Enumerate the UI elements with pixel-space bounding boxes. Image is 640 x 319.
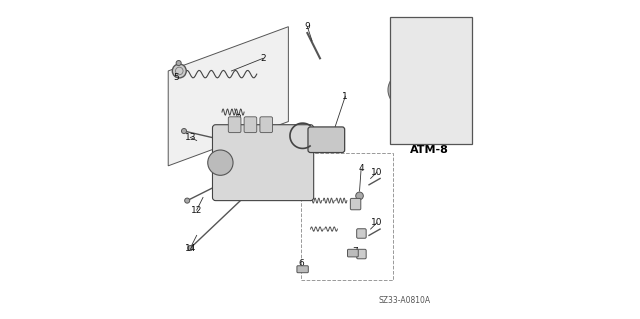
Circle shape (457, 132, 461, 137)
Circle shape (176, 61, 181, 66)
Text: ATM-8: ATM-8 (410, 145, 449, 155)
FancyBboxPatch shape (356, 249, 366, 259)
Text: 13: 13 (184, 133, 196, 142)
Text: 2: 2 (260, 54, 266, 63)
Circle shape (431, 132, 436, 137)
Text: 5: 5 (173, 73, 179, 82)
Text: 7: 7 (352, 247, 358, 256)
Text: SZ33-A0810A: SZ33-A0810A (378, 296, 431, 305)
FancyBboxPatch shape (297, 266, 308, 273)
Circle shape (188, 246, 193, 250)
Circle shape (182, 129, 186, 134)
FancyBboxPatch shape (350, 198, 361, 210)
FancyBboxPatch shape (348, 249, 358, 257)
FancyBboxPatch shape (390, 17, 472, 144)
Text: FR.: FR. (441, 17, 459, 27)
Text: 4: 4 (358, 165, 364, 174)
Circle shape (251, 144, 269, 162)
Text: 14: 14 (185, 243, 196, 253)
Text: 11: 11 (286, 127, 298, 136)
Text: 1: 1 (342, 92, 348, 101)
Circle shape (438, 119, 442, 124)
Circle shape (444, 132, 449, 137)
Circle shape (426, 119, 429, 124)
Text: 8: 8 (225, 145, 231, 154)
Circle shape (404, 54, 426, 76)
Text: 12: 12 (191, 206, 202, 215)
Circle shape (431, 78, 443, 89)
Circle shape (407, 95, 423, 110)
Circle shape (451, 119, 455, 124)
FancyBboxPatch shape (212, 125, 314, 201)
Polygon shape (168, 27, 289, 166)
Circle shape (388, 72, 423, 107)
FancyBboxPatch shape (228, 117, 241, 133)
Circle shape (208, 150, 233, 175)
FancyBboxPatch shape (308, 127, 345, 152)
Circle shape (172, 64, 186, 78)
Circle shape (185, 198, 189, 203)
Text: 3: 3 (235, 114, 241, 123)
Circle shape (356, 192, 364, 200)
Text: 10: 10 (371, 168, 383, 177)
FancyBboxPatch shape (244, 117, 257, 133)
Text: 10: 10 (371, 218, 383, 227)
FancyBboxPatch shape (260, 117, 273, 133)
Circle shape (236, 144, 253, 162)
Text: 9: 9 (305, 22, 310, 31)
Text: 6: 6 (298, 259, 304, 268)
Circle shape (220, 144, 237, 162)
Circle shape (283, 144, 300, 162)
Circle shape (448, 92, 458, 101)
FancyBboxPatch shape (356, 229, 366, 238)
Circle shape (267, 144, 285, 162)
Circle shape (440, 58, 453, 71)
